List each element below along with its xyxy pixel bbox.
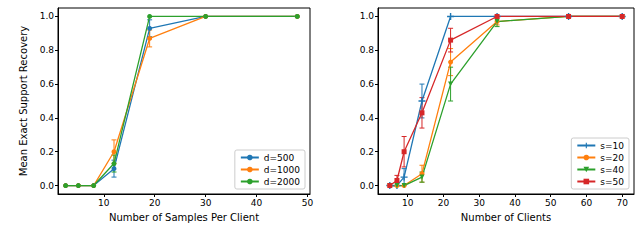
svg-text:Number of Samples Per Client: Number of Samples Per Client [109,212,259,223]
svg-text:d=1000: d=1000 [264,165,300,175]
svg-text:40: 40 [509,198,521,208]
svg-text:s=20: s=20 [600,153,624,163]
svg-text:50: 50 [545,198,557,208]
svg-text:0.0: 0.0 [40,181,55,191]
svg-text:0.4: 0.4 [40,113,55,123]
svg-text:1.0: 1.0 [360,11,375,21]
svg-text:0.6: 0.6 [360,79,375,89]
svg-text:10: 10 [98,198,110,208]
svg-text:0.2: 0.2 [40,147,54,157]
svg-text:20: 20 [149,198,161,208]
svg-text:1.0: 1.0 [40,11,55,21]
svg-text:0.8: 0.8 [40,45,55,55]
svg-text:60: 60 [581,198,593,208]
svg-text:30: 30 [200,198,212,208]
svg-text:s=10: s=10 [600,141,624,151]
svg-text:0.0: 0.0 [360,181,375,191]
svg-text:40: 40 [251,198,263,208]
svg-text:d=500: d=500 [264,153,295,163]
svg-text:Mean Exact Support Recovery: Mean Exact Support Recovery [18,26,29,177]
svg-text:Number of Clients: Number of Clients [461,212,551,223]
svg-text:0.2: 0.2 [360,147,374,157]
svg-text:50: 50 [302,198,314,208]
svg-text:10: 10 [402,198,414,208]
svg-text:d=2000: d=2000 [264,177,300,187]
svg-text:0.6: 0.6 [40,79,55,89]
svg-text:0.8: 0.8 [360,45,375,55]
svg-text:s=40: s=40 [600,165,624,175]
svg-text:70: 70 [616,198,628,208]
svg-text:s=50: s=50 [600,177,624,187]
svg-text:20: 20 [438,198,450,208]
svg-text:0.4: 0.4 [360,113,375,123]
svg-text:30: 30 [473,198,485,208]
